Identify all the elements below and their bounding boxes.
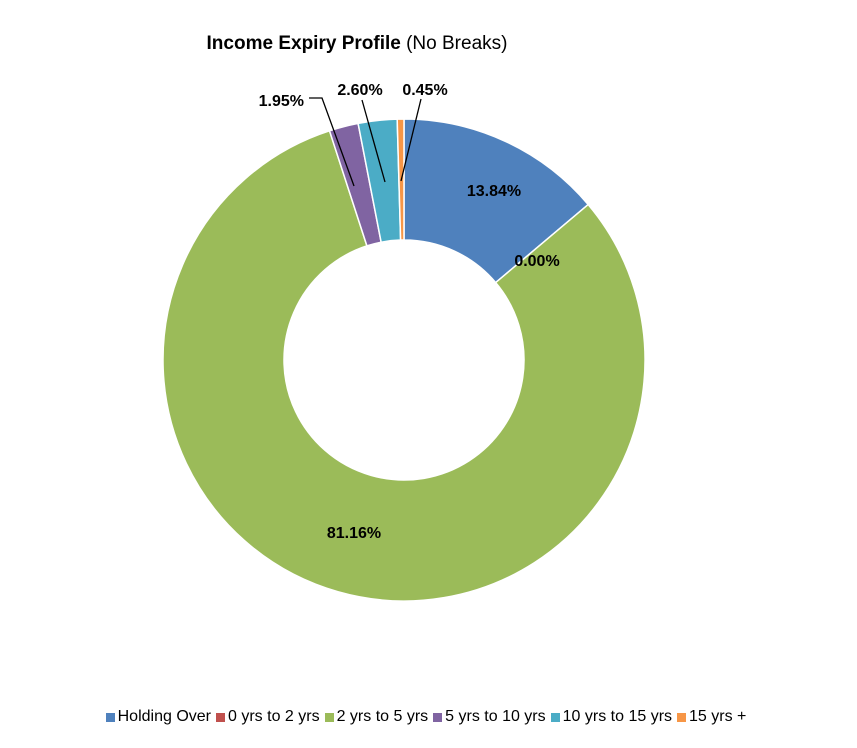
legend-item: 2 yrs to 5 yrs bbox=[324, 708, 429, 726]
legend-swatch bbox=[324, 712, 334, 722]
legend-label: Holding Over bbox=[117, 708, 211, 725]
data-label-0: 13.84% bbox=[467, 183, 521, 200]
legend-label: 5 yrs to 10 yrs bbox=[445, 708, 546, 725]
legend-item: 15 yrs + bbox=[677, 708, 746, 726]
chart-legend: Holding Over 0 yrs to 2 yrs 2 yrs to 5 y… bbox=[0, 708, 857, 726]
slice-2 bbox=[162, 129, 646, 602]
data-label-2: 81.16% bbox=[327, 525, 381, 542]
data-label-5: 0.45% bbox=[402, 82, 447, 99]
legend-swatch bbox=[105, 712, 115, 722]
legend-label: 2 yrs to 5 yrs bbox=[336, 708, 429, 725]
slice-5 bbox=[396, 118, 405, 241]
legend-swatch bbox=[216, 712, 225, 722]
legend-item: 5 yrs to 10 yrs bbox=[433, 708, 546, 726]
chart-title-sub: (No Breaks) bbox=[400, 33, 508, 54]
legend-label: 10 yrs to 15 yrs bbox=[562, 708, 673, 725]
legend-swatch bbox=[433, 712, 443, 722]
leader-line-4 bbox=[361, 99, 386, 183]
legend-label: 15 yrs + bbox=[689, 708, 747, 725]
data-label-1: 0.00% bbox=[514, 253, 559, 270]
data-label-3: 1.95% bbox=[259, 93, 304, 110]
legend-swatch bbox=[677, 712, 687, 722]
legend-label: 0 yrs to 2 yrs bbox=[228, 708, 320, 725]
legend-swatch bbox=[550, 712, 560, 722]
slice-0 bbox=[403, 118, 590, 284]
data-label-4: 2.60% bbox=[337, 82, 382, 99]
legend-item: 10 yrs to 15 yrs bbox=[550, 708, 673, 726]
leader-line-5 bbox=[400, 98, 422, 182]
legend-item: Holding Over bbox=[105, 708, 211, 726]
leader-line-3 bbox=[309, 97, 355, 187]
legend-item: 0 yrs to 2 yrs bbox=[216, 708, 320, 726]
chart-title-main: Income Expiry Profile bbox=[206, 33, 401, 54]
chart-title: Income Expiry Profile (No Breaks) bbox=[0, 33, 714, 55]
